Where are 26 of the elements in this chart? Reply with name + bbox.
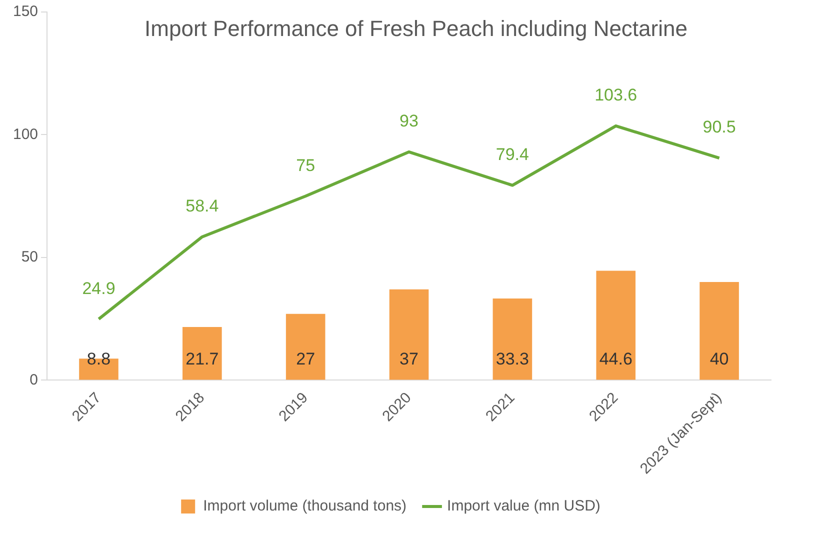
data-label: 27 bbox=[296, 349, 316, 368]
bar bbox=[389, 289, 429, 380]
bar bbox=[286, 314, 326, 380]
data-label: 90.5 bbox=[702, 118, 736, 137]
legend-label: Import volume (thousand tons) bbox=[203, 498, 407, 515]
bar bbox=[596, 270, 636, 380]
y-tick-label: 0 bbox=[30, 371, 38, 388]
data-label: 79.4 bbox=[496, 144, 529, 164]
data-label: 33.3 bbox=[496, 349, 529, 368]
data-label: 58.4 bbox=[186, 196, 219, 216]
data-label: 103.6 bbox=[594, 86, 638, 105]
data-label: 75 bbox=[296, 156, 316, 175]
bar bbox=[182, 326, 222, 380]
data-label: 24.9 bbox=[82, 278, 116, 298]
bar bbox=[492, 298, 532, 380]
y-tick-label: 100 bbox=[12, 126, 38, 143]
data-label: 93 bbox=[400, 112, 418, 131]
data-label: 44.6 bbox=[599, 349, 632, 368]
chart-title: Import Performance of Fresh Peach including Nectarine bbox=[144, 16, 688, 42]
y-tick-label: 50 bbox=[21, 248, 38, 266]
bar bbox=[700, 282, 739, 380]
legend-label: Import value (mn USD) bbox=[447, 498, 600, 515]
data-label: 21.7 bbox=[186, 349, 219, 368]
y-tick-label: 150 bbox=[12, 3, 38, 20]
data-label: 37 bbox=[400, 349, 418, 368]
data-label: 40 bbox=[710, 349, 729, 368]
